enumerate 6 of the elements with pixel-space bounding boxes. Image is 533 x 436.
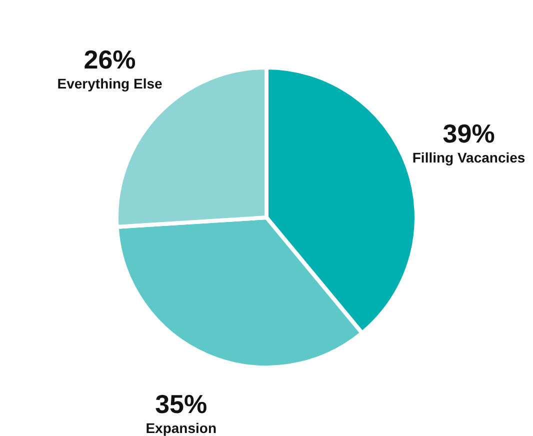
slice-label: Everything Else bbox=[57, 75, 163, 92]
data-label: 26% bbox=[84, 44, 136, 74]
data-label: 39% bbox=[442, 118, 495, 149]
data-label: 35% bbox=[155, 388, 208, 419]
slice-label: Filling Vacancies bbox=[412, 150, 526, 166]
slice-label: Expansion bbox=[146, 420, 217, 436]
